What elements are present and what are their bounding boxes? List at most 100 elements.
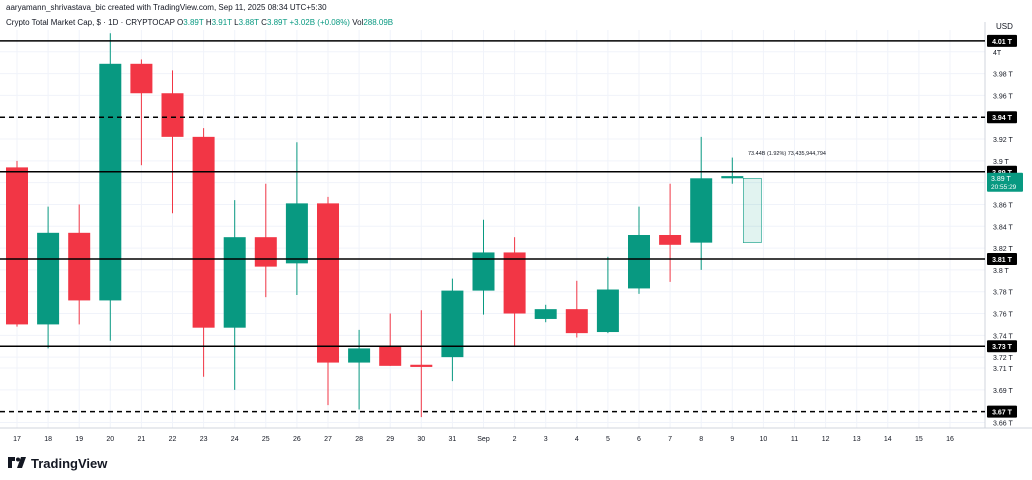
x-axis-tick-label: 18 [44,436,52,443]
candle-body [130,63,153,94]
x-axis-tick-label: 29 [386,436,394,443]
x-axis-tick-label: 27 [324,436,332,443]
price-tags-layer: 4.01 T3.94 T3.89 T3.81 T3.73 T3.67 T3.89… [987,34,1023,418]
level-price-tag-label: 3.73 T [992,344,1013,351]
high-label: H [205,18,212,27]
y-axis: 4T3.98 T3.96 T3.94 T3.92 T3.9 T3.88 T3.8… [993,50,1013,428]
candle-body [317,203,339,363]
candle-body [565,309,588,334]
x-axis-tick-label: 15 [915,436,923,443]
x-axis-tick-label: 4 [575,436,579,443]
x-axis-tick-label: 10 [760,436,768,443]
x-axis-tick-label: 21 [138,436,146,443]
x-axis-tick-label: 22 [169,436,177,443]
y-axis-tick-label: 3.84 T [993,224,1013,231]
chart-credit: aaryamann_shrivastava_bic created with T… [6,3,327,12]
y-axis-tick-label: 3.74 T [993,333,1013,340]
level-price-tag [987,340,1017,353]
low-label: L [234,18,239,27]
x-axis-tick-label: 17 [13,436,21,443]
y-axis-tick-label: 3.69 T [993,388,1013,395]
volume-label: Vol [352,18,364,27]
candle-body [628,234,650,289]
horizontal-lines-layer [0,40,985,413]
candle-body [68,232,91,301]
y-axis-tick-label: 3.92 T [993,137,1013,144]
y-axis-tick-label: 3.98 T [993,72,1013,79]
x-axis-tick-label: 7 [668,436,672,443]
x-axis-tick-label: 25 [262,436,270,443]
y-axis-tick-label: 3.78 T [993,290,1013,297]
candle-body [6,167,28,325]
x-axis-tick-label: 16 [946,436,954,443]
candle-body [690,178,713,243]
candle-body [99,63,122,301]
candle-body [410,364,433,367]
y-axis-tick-label: 3.76 T [993,312,1013,319]
y-axis-tick-label: 3.9 T [993,159,1010,166]
x-axis-tick-label: 9 [730,436,734,443]
candle-body [254,237,277,267]
ohlc-legend: Crypto Total Market Cap, $ · 1D · CRYPTO… [6,18,393,27]
currency-label[interactable]: USD [996,22,1013,31]
current-price-tag [987,172,1023,192]
measure-annotation: 73.44B (1.92%) 73,435,944,794 [748,151,826,157]
candle-body [441,290,464,358]
level-price-tag-label: 3.94 T [992,115,1013,122]
high-value: 3.91T [211,18,232,27]
candle-body [348,348,371,363]
x-axis-tick-label: 5 [606,436,610,443]
change-value: +3.02B (+0.08%) [289,18,350,27]
grid-layer [0,22,1032,429]
close-label: C [261,18,267,27]
candle-body [596,289,619,333]
close-value: 3.89T [266,18,288,27]
x-axis-tick-label: 26 [293,436,301,443]
candle-body [37,232,60,325]
y-axis-tick-label: 3.71 T [993,366,1013,373]
y-axis-tick-label: 3.86 T [993,202,1013,209]
x-axis-tick-label: 12 [822,436,830,443]
open-value: 3.89T [183,18,204,27]
symbol-name[interactable]: Crypto Total Market Cap, $ · 1D · CRYPTO… [6,18,175,27]
y-axis-tick-label: 3.96 T [993,93,1013,100]
x-axis-tick-label: 11 [791,436,798,443]
candle-body [534,309,557,319]
tradingview-logo-icon [8,456,26,468]
candle-body [285,203,308,264]
level-price-tag-label: 3.81 T [992,257,1013,264]
x-axis-tick-label: 19 [75,436,83,443]
level-price-tag-label: 4.01 T [992,39,1013,46]
x-axis-tick-label: 14 [884,436,892,443]
x-axis: 17 18 19 20 21 22 23 24 25 26 27 28 29 30 31 Sep 2 3 4 5 6 7 8… [13,436,954,443]
x-axis-tick-label: 20 [106,436,114,443]
candle-layer: 73.44B (1.92%) 73,435,944,794 [6,33,826,418]
candle-body [192,136,215,328]
x-axis-tick-label: 6 [637,436,641,443]
x-axis-tick-label: 30 [417,436,425,443]
candle-body [472,252,495,291]
x-axis-tick-label: 31 [449,436,457,443]
x-axis-tick-label: 23 [200,436,208,443]
x-axis-tick-label: Sep [477,436,490,443]
y-axis-tick-label: 3.66 T [993,421,1013,428]
current-price-label: 3.89 T [991,176,1011,183]
level-price-tag [987,111,1017,124]
countdown-label: 20:55:29 [991,184,1017,191]
y-axis-tick-label: 4T [993,50,1002,57]
level-price-tag [987,252,1017,265]
candle-body [721,176,744,179]
x-axis-tick-label: 13 [853,436,861,443]
candle-body [659,234,682,245]
tradingview-brand[interactable]: TradingView [8,456,107,471]
volume-value: 288.09B [363,18,394,27]
x-axis-tick-label: 3 [544,436,548,443]
low-value: 3.88T [238,18,259,27]
x-axis-tick-label: 8 [699,436,703,443]
candle-body [379,346,402,366]
level-price-tag [987,405,1017,418]
y-axis-tick-label: 3.82 T [993,246,1013,253]
candle-body [161,93,184,137]
open-label: O [177,18,184,27]
